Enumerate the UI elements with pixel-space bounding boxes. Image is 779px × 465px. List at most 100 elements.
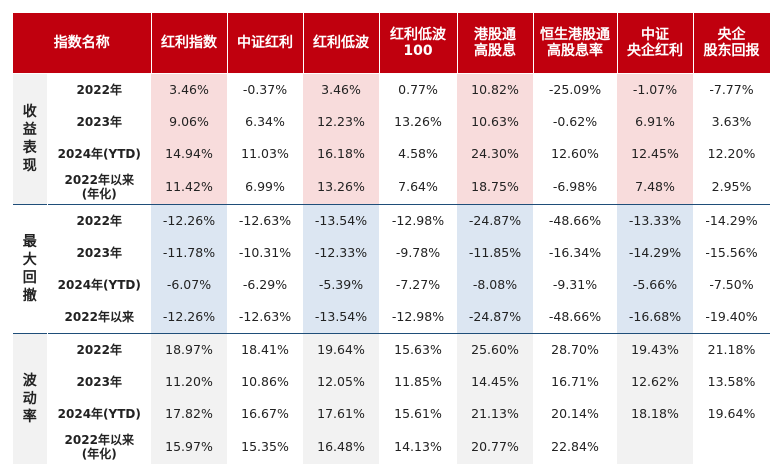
group-label-char: 回 bbox=[22, 269, 37, 286]
column-header: 红利指数 bbox=[151, 13, 228, 74]
table-row: 2023年 9.06% 6.34% 12.23% 13.26% 10.63% -0.62% 6… bbox=[13, 105, 770, 138]
group-label-char: 动 bbox=[22, 390, 37, 407]
column-header-line: 央企红利 bbox=[627, 42, 683, 59]
table-row: 收益表现 2022年 3.46% -0.37% 3.46% 0.77% 10.82% -25.… bbox=[13, 73, 770, 204]
value-cell: -14.29% bbox=[693, 203, 770, 237]
group-label: 收益表现 bbox=[13, 73, 48, 204]
value-cell: -11.85% bbox=[457, 236, 533, 269]
value-cell: -13.33% bbox=[617, 203, 693, 237]
value-cell: -0.37% bbox=[242, 82, 288, 97]
value-cell: -6.98% bbox=[552, 179, 598, 194]
value-cell: 15.35% bbox=[241, 439, 289, 454]
table-row: 波动率 2022年 18.97% 18.41% 19.64% 15.63% 25.60% 28… bbox=[13, 332, 770, 464]
value-cell: -19.40% bbox=[705, 309, 758, 324]
column-header-line: 红利指数 bbox=[161, 34, 217, 51]
value-cell: -12.98% bbox=[379, 203, 457, 237]
row-label: 2022年以来 bbox=[47, 300, 151, 333]
group-label-char: 最 bbox=[22, 233, 37, 250]
value-cell: 6.99% bbox=[245, 179, 285, 194]
value-cell: 3.46% bbox=[303, 73, 379, 106]
value-cell: 24.30% bbox=[457, 137, 533, 170]
row-label: 2023年 bbox=[47, 236, 151, 269]
row-label-line: 2024年(YTD) bbox=[57, 277, 141, 292]
row-label: 2022年 bbox=[47, 73, 151, 106]
value-cell: 17.61% bbox=[303, 397, 379, 430]
value-cell: -5.39% bbox=[303, 268, 379, 301]
value-cell: 6.91% bbox=[617, 105, 693, 138]
value-cell: 25.60% bbox=[457, 332, 533, 366]
value-cell: -9.78% bbox=[395, 245, 441, 260]
value-cell: -24.87% bbox=[457, 300, 533, 333]
value-cell: 21.13% bbox=[457, 397, 533, 430]
column-header-line: 高股息率 bbox=[547, 42, 603, 59]
value-cell: 17.82% bbox=[151, 397, 227, 430]
value-cell: -1.07% bbox=[617, 73, 693, 106]
value-cell: 22.84% bbox=[551, 439, 599, 454]
value-cell: -48.66% bbox=[548, 309, 602, 324]
value-cell: 11.20% bbox=[151, 365, 227, 398]
group-label-char: 收 bbox=[22, 103, 37, 120]
column-header-line: 100 bbox=[403, 42, 433, 59]
row-label-line: 2022年 bbox=[76, 342, 122, 357]
value-cell: 20.14% bbox=[551, 406, 599, 421]
row-label: 2023年 bbox=[47, 365, 151, 398]
dividend-index-comparison-table: 指数名称 红利指数 中证红利 红利低波 红利低波 100 港股通 高股息 恒生港股通 高股息率中… bbox=[13, 13, 771, 464]
row-label-line: 2023年 bbox=[76, 114, 122, 129]
value-cell: 9.06% bbox=[151, 105, 227, 138]
value-cell: -9.31% bbox=[552, 277, 598, 292]
value-cell: -8.08% bbox=[457, 268, 533, 301]
value-cell: -15.56% bbox=[705, 245, 758, 260]
value-cell: 0.77% bbox=[398, 82, 438, 97]
row-label: 2024年(YTD) bbox=[47, 137, 151, 170]
value-cell: 4.58% bbox=[398, 146, 438, 161]
column-header-line: 股东回报 bbox=[703, 42, 760, 59]
value-cell: 16.48% bbox=[303, 429, 379, 464]
value-cell: 12.62% bbox=[617, 365, 693, 398]
value-cell: 7.48% bbox=[617, 169, 693, 204]
value-cell: -12.26% bbox=[151, 203, 227, 237]
value-cell: -13.54% bbox=[303, 203, 379, 237]
row-label: 2024年(YTD) bbox=[47, 268, 151, 301]
column-header-line: 高股息 bbox=[474, 42, 516, 59]
group-label-char: 大 bbox=[22, 251, 37, 268]
value-cell: -5.66% bbox=[617, 268, 693, 301]
value-cell: -13.54% bbox=[303, 300, 379, 333]
row-label-line: 2022年以来 bbox=[64, 172, 134, 187]
value-cell: 16.67% bbox=[241, 406, 289, 421]
row-label-line: 2022年 bbox=[76, 213, 122, 228]
value-cell: 16.18% bbox=[303, 137, 379, 170]
value-cell: -7.77% bbox=[709, 82, 754, 97]
group-label-char: 波 bbox=[22, 372, 37, 389]
value-cell: -25.09% bbox=[548, 82, 602, 97]
value-cell: 15.61% bbox=[394, 406, 442, 421]
table-row: 2024年(YTD) -6.07% -6.29% -5.39% -7.27% -8.08%… bbox=[13, 268, 770, 301]
table-row: 2022年以来 -12.26% -12.63% -13.54% -12.98% -24.8… bbox=[13, 300, 770, 333]
row-label: 2022年以来 (年化) bbox=[47, 169, 151, 204]
row-label: 2024年(YTD) bbox=[47, 397, 151, 430]
value-cell: -0.62% bbox=[552, 114, 598, 129]
column-header: 红利低波 bbox=[303, 13, 380, 74]
group-label-char: 现 bbox=[22, 157, 37, 174]
value-cell: 11.42% bbox=[151, 169, 227, 204]
value-cell: 20.77% bbox=[457, 429, 533, 464]
value-cell: 6.34% bbox=[245, 114, 285, 129]
value-cell: -6.07% bbox=[151, 268, 227, 301]
value-cell: 7.64% bbox=[398, 179, 438, 194]
value-cell: -24.87% bbox=[457, 203, 533, 237]
value-cell: 13.58% bbox=[707, 374, 756, 389]
value-cell bbox=[617, 429, 693, 464]
column-header: 红利低波 100 bbox=[379, 13, 458, 74]
value-cell: 18.18% bbox=[617, 397, 693, 430]
column-header-line: 红利低波 bbox=[390, 26, 446, 43]
row-label-line: 2022年以来 bbox=[64, 309, 134, 324]
value-cell: 14.13% bbox=[394, 439, 442, 454]
value-cell: 14.45% bbox=[457, 365, 533, 398]
header-corner-label: 指数名称 bbox=[13, 13, 152, 74]
column-header-line: 中证 bbox=[641, 26, 669, 43]
column-header: 中证红利 bbox=[227, 13, 304, 74]
column-header-line: 红利低波 bbox=[313, 34, 369, 51]
row-label-line: 2024年(YTD) bbox=[57, 406, 141, 421]
value-cell: 19.64% bbox=[707, 406, 756, 421]
row-label: 2023年 bbox=[47, 105, 151, 138]
value-cell: -12.63% bbox=[238, 309, 292, 324]
